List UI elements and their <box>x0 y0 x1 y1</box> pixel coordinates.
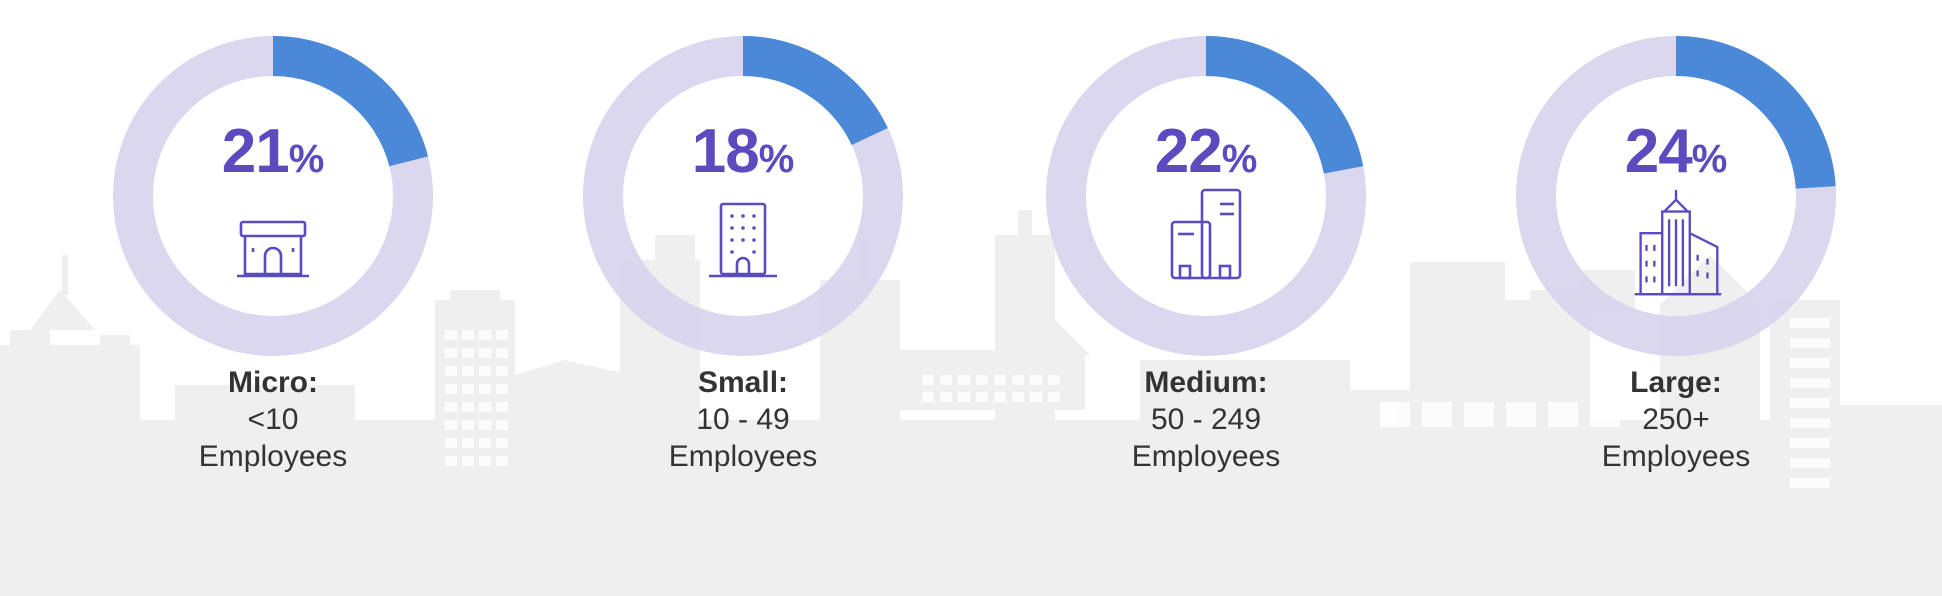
percent-sign: % <box>1221 137 1258 181</box>
category-caption: Small: 10 - 49 Employees <box>573 364 913 475</box>
category-range: 50 - 249 <box>1150 403 1262 436</box>
percent-sign: % <box>1691 137 1728 181</box>
category-title: Large: <box>1630 366 1722 399</box>
donut-chart <box>1516 36 1836 356</box>
donut-card-medium: 22% Medium: 50 - 249 Employees <box>1036 36 1376 486</box>
category-range: <10 <box>247 403 299 436</box>
percent-label: 21% <box>103 116 443 187</box>
percent-label: 24% <box>1506 116 1846 187</box>
category-range: 10 - 49 <box>696 403 790 436</box>
category-title: Medium: <box>1144 366 1268 399</box>
category-caption: Large: 250+ Employees <box>1506 364 1846 475</box>
corporate-complex-icon <box>1634 189 1722 296</box>
category-caption: Micro: <10 Employees <box>103 364 443 475</box>
category-unit: Employees <box>1131 440 1281 473</box>
percent-value: 22 <box>1154 117 1223 186</box>
donut-chart <box>1046 36 1366 356</box>
donut-segment <box>583 36 903 356</box>
category-range: 250+ <box>1642 403 1710 436</box>
donut-card-small: 18% Small: 10 - 49 Employees <box>573 36 913 486</box>
category-title: Small: <box>697 366 789 399</box>
donut-segment <box>1516 36 1836 356</box>
percent-label: 18% <box>573 116 913 187</box>
donut-card-large: 24% Large: 250+ Employees <box>1506 36 1846 486</box>
category-title: Micro: <box>228 366 318 399</box>
donut-chart <box>583 36 903 356</box>
percent-sign: % <box>758 137 795 181</box>
twin-towers-icon <box>1170 188 1242 280</box>
category-unit: Employees <box>668 440 818 473</box>
percent-sign: % <box>288 137 325 181</box>
category-caption: Medium: 50 - 249 Employees <box>1036 364 1376 475</box>
donut-card-micro: 21% Micro: <10 Employees <box>103 36 443 486</box>
category-unit: Employees <box>198 440 348 473</box>
category-unit: Employees <box>1601 440 1751 473</box>
percent-value: 21 <box>221 117 290 186</box>
storefront-icon <box>237 220 309 278</box>
donut-segment <box>113 36 433 356</box>
percent-value: 18 <box>691 117 760 186</box>
office-building-icon <box>709 202 777 278</box>
percent-label: 22% <box>1036 116 1376 187</box>
percent-value: 24 <box>1624 117 1693 186</box>
donut-chart <box>113 36 433 356</box>
donut-segment <box>1046 36 1366 356</box>
